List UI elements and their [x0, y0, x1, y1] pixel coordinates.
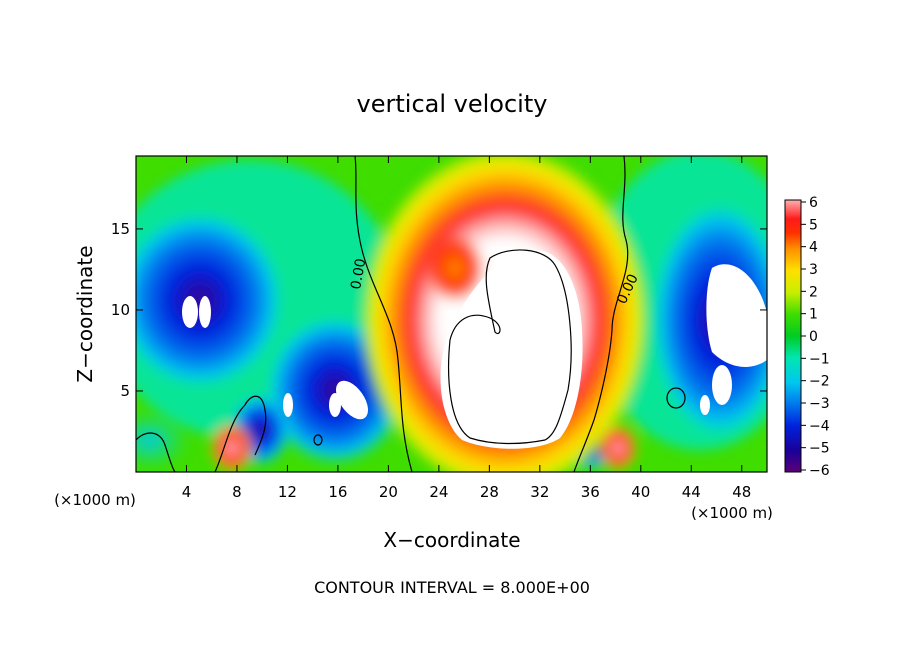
contour-core — [448, 249, 572, 445]
white-spot-right-low-b — [700, 395, 710, 415]
x-tick-label: 12 — [278, 483, 297, 501]
contour-left — [354, 156, 413, 472]
x-axis-label: X−coordinate — [383, 528, 520, 552]
x-tick-label: 40 — [631, 483, 650, 501]
zero-contours — [136, 156, 686, 472]
x-axis-ticks: 4 8 12 16 20 24 28 32 36 40 44 48 — [182, 156, 751, 501]
colorbar-tick-label: −5 — [809, 441, 830, 457]
x-tick-label: 48 — [732, 483, 751, 501]
white-spot-mid-b — [329, 393, 341, 417]
contour-lower-left — [136, 432, 176, 472]
downdraft-left — [136, 210, 285, 390]
contour-label-left: 0.00 — [348, 257, 369, 290]
plot-frame — [135, 155, 768, 473]
updraft-lobe — [425, 233, 485, 303]
heatmap-field: 0.00 0.00 — [136, 156, 767, 472]
white-core-right — [706, 264, 767, 367]
x-tick-label: 4 — [182, 483, 192, 501]
y-tick-label: 5 — [120, 382, 130, 400]
x-axis-unit-left: (×1000 m) — [54, 491, 136, 509]
white-spot-left-low — [283, 393, 293, 417]
white-core-main — [440, 250, 583, 449]
x-tick-label: 44 — [682, 483, 701, 501]
colorbar-tick-label: −6 — [809, 463, 830, 479]
x-tick-label: 8 — [232, 483, 242, 501]
contour-right — [573, 156, 629, 472]
colorbar-tick-label: −2 — [809, 374, 830, 390]
colorbar — [784, 199, 802, 473]
contour-interval-note: CONTOUR INTERVAL = 8.000E+00 — [314, 578, 590, 597]
x-tick-label: 24 — [429, 483, 448, 501]
colorbar-tick-label: −3 — [809, 396, 830, 412]
x-tick-label: 36 — [581, 483, 600, 501]
colorbar-tick-label: 1 — [809, 307, 818, 323]
colorbar-tick-label: 3 — [809, 262, 818, 278]
x-tick-label: 20 — [379, 483, 398, 501]
x-tick-label: 16 — [328, 483, 347, 501]
contour-small-left — [313, 434, 323, 446]
white-spot-left-a — [182, 296, 198, 328]
x-tick-label: 28 — [480, 483, 499, 501]
chart-title: vertical velocity — [357, 90, 548, 118]
colorbar-tick-label: 2 — [809, 284, 818, 300]
colorbar-tick-label: 4 — [809, 240, 818, 256]
contour-small-right — [666, 387, 686, 409]
x-axis-unit-right: (×1000 m) — [691, 504, 773, 522]
colorbar-tick-label: 6 — [809, 195, 818, 211]
white-spot-mid-a — [336, 380, 368, 420]
y-tick-label: 10 — [111, 301, 130, 319]
contour-low-mid — [214, 395, 267, 472]
colorbar-tick-label: 5 — [809, 217, 818, 233]
x-tick-label: 32 — [530, 483, 549, 501]
y-axis-ticks: 5 10 15 — [111, 220, 767, 400]
white-spot-left-b — [199, 296, 211, 328]
white-spot-right-low-a — [712, 365, 732, 405]
cyan-patch-low — [136, 410, 190, 470]
hotspot-left — [210, 422, 254, 472]
y-axis-label: Z−coordinate — [73, 245, 97, 382]
colorbar-tick-label: −4 — [809, 418, 830, 434]
colorbar-ticks: 6 5 4 3 2 1 0 −1 −2 −3 −4 −5 −6 — [801, 195, 830, 479]
colorbar-tick-label: 0 — [809, 329, 818, 345]
colorbar-tick-label: −1 — [809, 351, 830, 367]
y-tick-label: 15 — [111, 220, 130, 238]
hotspot-right — [598, 424, 638, 472]
